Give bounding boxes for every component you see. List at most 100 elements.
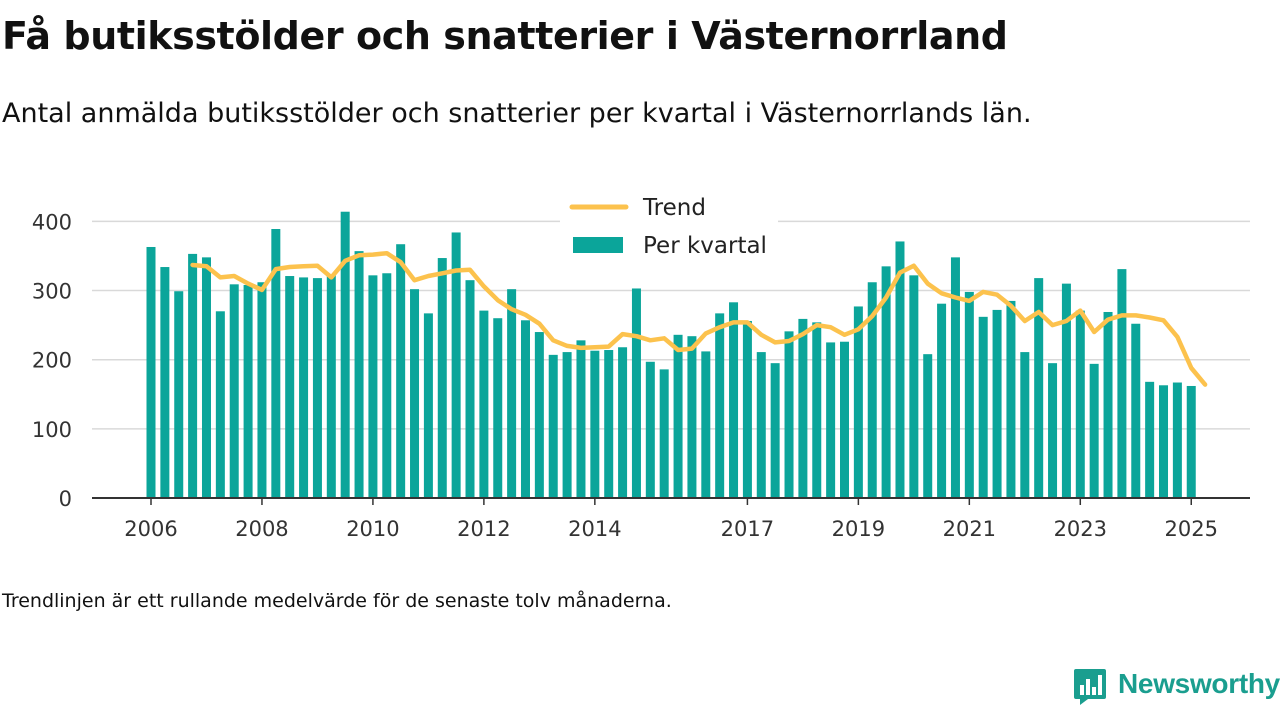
bar [299,277,309,498]
chart-subtitle: Antal anmälda butiksstölder och snatteri… [2,98,1032,129]
bar [756,352,766,498]
bar [1089,363,1099,498]
bar [493,318,503,498]
bar [604,350,614,498]
bar [784,331,794,498]
trend-line-group [190,250,1208,387]
bar [950,257,960,498]
bar [937,303,947,498]
bar [1034,278,1044,498]
bar [812,322,822,498]
x-tick-label: 2017 [721,517,774,541]
bar [1061,283,1071,498]
bar [507,289,517,498]
bar [451,232,461,499]
bar [201,257,211,498]
bar [437,258,447,498]
y-tick-label: 400 [32,210,72,234]
bar [978,316,988,498]
bar [174,291,184,498]
x-tick-label: 2019 [832,517,885,541]
bar [160,267,170,498]
bar [340,211,350,498]
y-axis-labels: 0 100 200 300 400 [32,210,72,511]
bar [410,289,420,498]
bar [257,282,267,498]
bar [729,302,739,498]
bar [1103,311,1113,498]
bar [853,306,863,498]
bar [1048,363,1058,498]
bar [368,275,378,498]
bar [881,266,891,498]
bar [701,351,711,498]
bar [1020,352,1030,498]
bar [354,251,364,498]
bar [826,342,836,498]
bar [576,340,586,498]
bar [659,369,669,498]
bar [1186,385,1196,498]
trend-line [190,250,1208,387]
bar [326,275,336,498]
bar [396,244,406,498]
newsworthy-chart-icon [1074,669,1106,705]
x-tick-label: 2008 [235,517,288,541]
bar [992,309,1002,498]
bar [215,311,225,498]
x-tick-label: 2014 [568,517,621,541]
bar [548,354,558,498]
x-tick-label: 2012 [457,517,510,541]
bar [715,313,725,498]
bar [562,352,572,498]
bar [520,320,530,498]
bar [923,354,933,498]
bar [631,288,641,498]
legend: Trend Per kvartal [560,192,778,268]
bar [1145,381,1155,498]
x-tick-label: 2006 [124,517,177,541]
chart-title: Få butiksstölder och snatterier i Väster… [2,14,1008,58]
x-tick-label: 2010 [346,517,399,541]
footnote: Trendlinjen är ett rullande medelvärde f… [2,590,672,612]
legend-trend-label: Trend [642,195,706,221]
bar [243,285,253,498]
bar [590,350,600,498]
bar [673,334,683,498]
bar [1172,382,1182,498]
bar [840,341,849,498]
bar [1117,269,1127,498]
bar [479,310,489,498]
bar [1131,323,1141,498]
bar [312,278,322,498]
bar [271,229,281,498]
x-tick-label: 2023 [1054,517,1107,541]
bars [146,211,1196,499]
bar [285,276,295,498]
bar [687,336,697,498]
bar [909,275,919,498]
bar [618,347,628,498]
bar [382,273,392,498]
bar [146,246,156,498]
bar [798,318,808,498]
bar [770,363,780,498]
bar [1006,300,1016,498]
brand-logo: Newsworthy [1072,664,1280,708]
x-tick-label: 2021 [943,517,996,541]
bar [423,313,433,498]
y-tick-label: 300 [32,280,72,304]
bar [895,241,905,498]
bar [1159,385,1169,498]
x-tick-label: 2025 [1165,517,1218,541]
bar [188,253,198,498]
brand-name: Newsworthy [1118,668,1280,699]
y-tick-label: 0 [59,487,72,511]
bar [964,291,974,498]
bar [645,361,655,498]
bar [465,280,475,498]
bar [867,282,877,498]
bar [742,320,752,498]
legend-bar-swatch [573,237,623,253]
